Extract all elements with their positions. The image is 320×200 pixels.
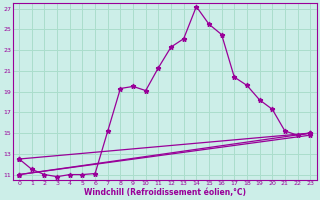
X-axis label: Windchill (Refroidissement éolien,°C): Windchill (Refroidissement éolien,°C): [84, 188, 246, 197]
